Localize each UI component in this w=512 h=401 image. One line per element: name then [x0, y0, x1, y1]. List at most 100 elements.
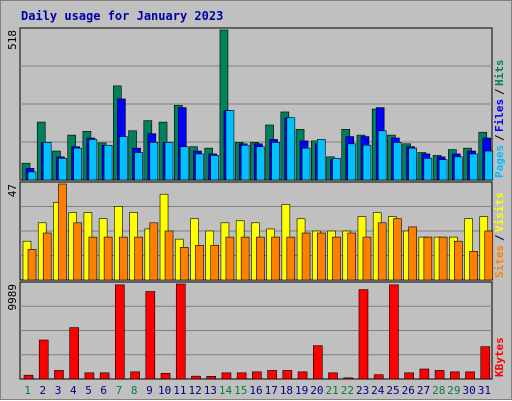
bar-pages-25: [393, 142, 402, 181]
bar-pages-9: [149, 142, 159, 181]
bar-pages-23: [362, 144, 372, 181]
bar-pages-6: [103, 144, 113, 181]
x-tick-label-8: 8: [131, 384, 138, 397]
x-tick-label-14: 14: [219, 384, 233, 397]
x-tick-label-17: 17: [265, 384, 278, 397]
x-tick-label-15: 15: [234, 384, 247, 397]
chart-title: Daily usage for January 2023: [21, 9, 224, 23]
bar-pages-13: [210, 155, 220, 181]
bar-kbytes-12: [191, 375, 201, 380]
bar-pages-26: [408, 147, 417, 181]
bar-kbytes-22: [343, 377, 354, 380]
bar-kbytes-27: [419, 368, 430, 380]
x-tick-label-18: 18: [280, 384, 293, 397]
bar-sites-1: [27, 249, 37, 281]
bar-kbytes-28: [434, 370, 445, 380]
x-tick-label-2: 2: [40, 384, 47, 397]
bar-kbytes-25: [389, 284, 399, 380]
x-tick-label-31: 31: [478, 384, 491, 397]
bar-kbytes-20: [312, 345, 323, 380]
bar-kbytes-1: [23, 374, 34, 380]
legend-3-0: KBytes: [493, 337, 506, 377]
bar-kbytes-16: [252, 371, 262, 380]
bar-kbytes-29: [450, 371, 460, 380]
bar-kbytes-3: [54, 370, 64, 380]
bar-sites-7: [119, 236, 128, 281]
x-tick-label-5: 5: [85, 384, 92, 397]
bar-pages-7: [119, 136, 128, 181]
bar-sites-31: [484, 230, 494, 281]
bar-sites-23: [362, 236, 372, 281]
bar-pages-21: [332, 157, 341, 181]
bar-pages-30: [469, 153, 478, 181]
bar-kbytes-23: [358, 289, 369, 380]
bar-sites-11: [179, 247, 189, 281]
bar-pages-4: [73, 147, 82, 181]
bar-pages-10: [164, 142, 174, 181]
bar-sites-26: [408, 226, 417, 281]
bar-sites-19: [301, 232, 311, 281]
x-tick-label-19: 19: [295, 384, 308, 397]
bar-kbytes-9: [145, 291, 156, 380]
bar-pages-12: [195, 153, 204, 181]
bar-visits-30: [464, 218, 473, 281]
bar-sites-20: [316, 232, 326, 281]
bar-pages-1: [27, 171, 37, 181]
bar-sites-28: [438, 236, 448, 281]
legend-sep: /: [493, 134, 506, 141]
x-tick-label-24: 24: [371, 384, 385, 397]
bar-pages-31: [484, 150, 494, 181]
x-tick-label-11: 11: [173, 384, 186, 397]
bar-sites-12: [195, 244, 204, 281]
bar-sites-13: [210, 244, 220, 281]
bar-kbytes-18: [282, 370, 293, 380]
bar-kbytes-17: [267, 370, 277, 380]
bar-kbytes-21: [328, 372, 338, 380]
x-tick-label-16: 16: [249, 384, 262, 397]
bar-kbytes-6: [99, 372, 110, 380]
bar-kbytes-30: [465, 371, 475, 380]
x-tick-label-30: 30: [463, 384, 476, 397]
bar-sites-15: [240, 236, 250, 281]
x-tick-label-20: 20: [310, 384, 323, 397]
bar-kbytes-15: [236, 372, 247, 380]
bar-pages-18: [286, 117, 296, 181]
y-max-label-1: 518: [6, 30, 19, 50]
bar-kbytes-11: [175, 283, 186, 380]
bar-pages-27: [423, 157, 433, 181]
bar-sites-9: [149, 222, 159, 281]
legend-2-0: Sites: [493, 245, 506, 278]
x-tick-label-22: 22: [341, 384, 354, 397]
x-tick-label-26: 26: [402, 384, 415, 397]
bar-sites-3: [58, 183, 67, 281]
x-tick-label-7: 7: [116, 384, 123, 397]
bar-sites-21: [332, 236, 341, 281]
x-tick-label-13: 13: [204, 384, 217, 397]
legend-1-1: Files: [493, 99, 506, 132]
bar-sites-4: [73, 222, 82, 281]
bar-kbytes-4: [69, 327, 79, 380]
bar-sites-22: [347, 232, 357, 281]
bar-kbytes-24: [373, 374, 384, 380]
bar-pages-2: [42, 142, 52, 181]
x-tick-label-12: 12: [188, 384, 201, 397]
bar-pages-17: [271, 142, 280, 181]
y-max-label-3: 9989: [6, 284, 19, 311]
bar-sites-17: [271, 236, 280, 281]
x-tick-label-25: 25: [386, 384, 399, 397]
bar-sites-29: [454, 240, 463, 281]
bar-sites-25: [393, 218, 402, 281]
x-tick-label-10: 10: [158, 384, 171, 397]
x-tick-label-29: 29: [447, 384, 460, 397]
bar-pages-11: [179, 146, 189, 181]
bar-sites-30: [469, 251, 478, 281]
bar-pages-5: [88, 139, 98, 181]
bar-pages-16: [256, 146, 265, 181]
bar-kbytes-2: [38, 339, 49, 380]
bar-sites-6: [103, 236, 113, 281]
bar-kbytes-19: [297, 371, 308, 380]
legend-sep: /: [493, 234, 506, 241]
bar-pages-24: [377, 130, 387, 181]
